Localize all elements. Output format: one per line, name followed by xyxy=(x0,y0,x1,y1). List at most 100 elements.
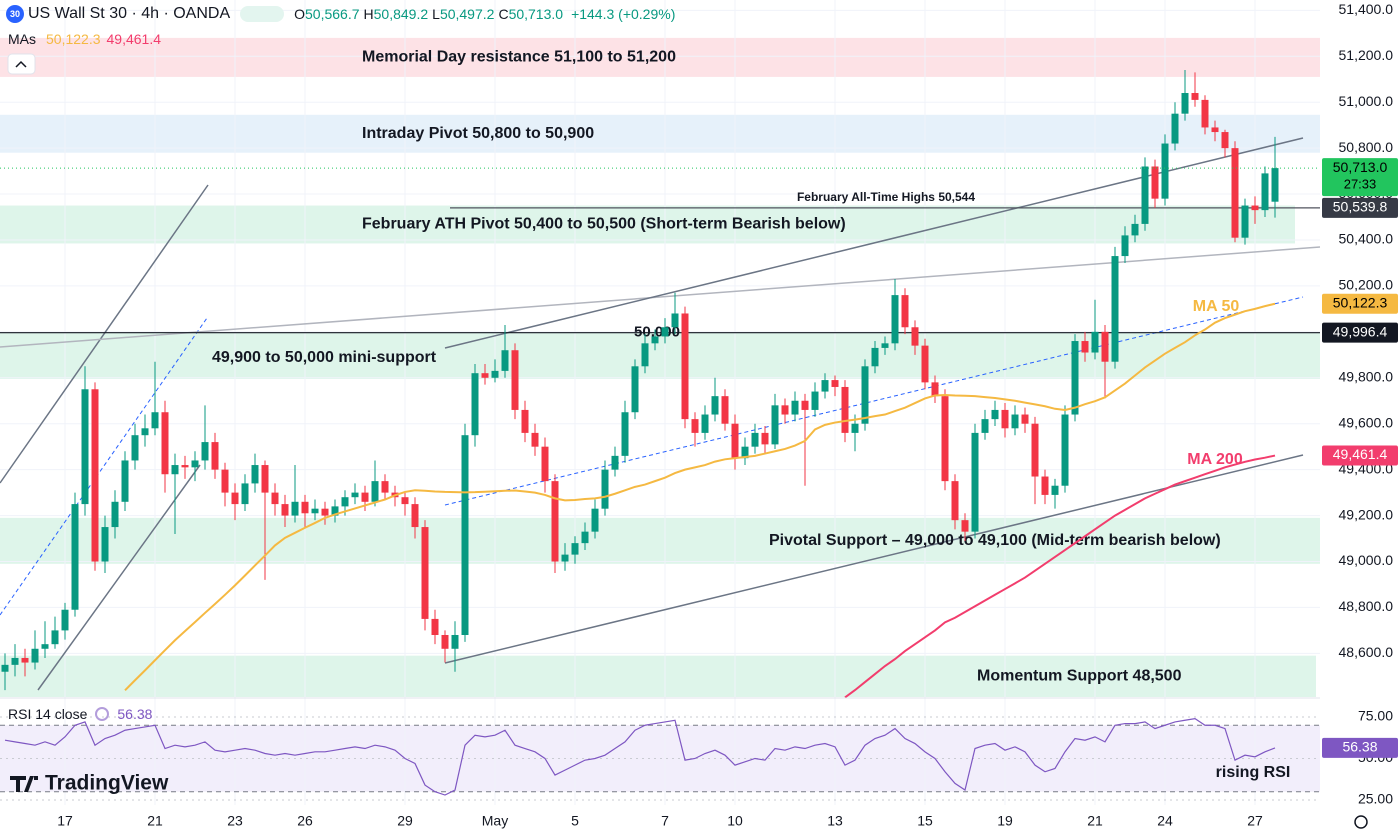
candle-body xyxy=(521,409,529,433)
candle-body xyxy=(381,481,389,493)
candle-body xyxy=(1141,166,1149,224)
candle-body xyxy=(431,618,439,635)
candle-body xyxy=(131,435,139,461)
candle-body xyxy=(761,432,769,445)
ma-legend: MAs 50,122.3 49,461.4 xyxy=(8,31,161,47)
trendline xyxy=(0,317,208,616)
candle-body xyxy=(1001,409,1009,429)
y-tick-label: 49,200.0 xyxy=(1339,506,1394,522)
candle-body xyxy=(1131,223,1139,236)
price-tag xyxy=(1322,322,1398,343)
candle-body xyxy=(881,343,889,348)
price-tag-label: 50,539.8 xyxy=(1333,199,1388,215)
candle-body xyxy=(1271,168,1279,202)
candle-body xyxy=(641,343,649,367)
candle-body xyxy=(141,428,149,436)
price-tag-label: 49,996.4 xyxy=(1333,323,1388,339)
symbol-header: 30 US Wall St 30 · 4h · OANDA O 50,566.7 H… xyxy=(6,5,679,23)
y-tick-label: 49,000.0 xyxy=(1339,552,1394,568)
symbol-icon: 30 xyxy=(6,5,24,23)
candle-body xyxy=(1261,173,1269,211)
trendlines xyxy=(0,137,1321,691)
candle-body xyxy=(91,389,99,562)
moving-average-line xyxy=(124,302,1276,692)
collapse-button[interactable] xyxy=(7,53,36,75)
candle-body xyxy=(451,634,459,649)
candle-body xyxy=(211,442,219,470)
candle-body xyxy=(501,350,509,371)
y-tick-label: 50,800.0 xyxy=(1339,139,1394,155)
market-status[interactable] xyxy=(240,6,285,22)
candle-body xyxy=(891,295,899,344)
price-tag xyxy=(1322,158,1398,197)
logo-mark xyxy=(10,776,38,792)
candle-body xyxy=(701,414,709,433)
trendline xyxy=(444,296,1304,506)
candle-body xyxy=(691,419,699,433)
candle-body xyxy=(671,313,679,328)
candle-body xyxy=(1121,235,1129,257)
candle-body xyxy=(491,370,499,378)
ohlc-value: 50,713.0 xyxy=(508,6,564,22)
candle-body xyxy=(541,446,549,482)
change: +144.3 (+0.29%) xyxy=(571,6,676,22)
candle-body xyxy=(571,543,579,555)
candle-body xyxy=(1221,132,1229,149)
candle-body xyxy=(1151,166,1159,199)
x-tick-label: 15 xyxy=(917,813,933,829)
rsi-legend: RSI 14 close 56.38 xyxy=(8,706,152,722)
candle-body xyxy=(961,520,969,532)
settings-button[interactable] xyxy=(1354,815,1368,829)
candle-body xyxy=(1211,127,1219,133)
candle-body xyxy=(1241,205,1249,238)
candle-body xyxy=(981,419,989,433)
candle-body xyxy=(151,412,159,429)
trendline xyxy=(0,184,209,484)
candle-body xyxy=(1011,414,1019,429)
trendline xyxy=(444,454,1304,664)
candle-body xyxy=(1251,205,1259,211)
candle-body xyxy=(901,295,909,328)
x-tick-label: 7 xyxy=(661,813,669,829)
trendline xyxy=(37,464,201,691)
candle-body xyxy=(931,382,939,397)
candle-body xyxy=(1021,414,1029,424)
candle-body xyxy=(471,373,479,436)
candle-body xyxy=(871,347,879,367)
candle-body xyxy=(1171,113,1179,144)
candle-body xyxy=(781,405,789,415)
candle-body xyxy=(261,465,269,493)
ohlc-key: C xyxy=(498,6,509,22)
rsi-value: 56.38 xyxy=(117,706,153,722)
candle-body xyxy=(631,366,639,413)
candle-body xyxy=(61,609,69,631)
ma-value: 50,122.3 xyxy=(46,31,101,47)
candle-body xyxy=(1181,93,1189,114)
x-tick-label: 21 xyxy=(147,813,163,829)
candle-body xyxy=(1231,148,1239,238)
series-label: MA 50 xyxy=(1193,298,1240,315)
candle-body xyxy=(201,442,209,461)
y-tick-label: 50,200.0 xyxy=(1339,277,1394,293)
candle-body xyxy=(721,396,729,424)
price-tag xyxy=(1322,293,1398,314)
x-tick-label: 23 xyxy=(227,813,243,829)
candle-body xyxy=(811,391,819,410)
symbol-title: US Wall St 30 · 4h · OANDA xyxy=(28,5,231,22)
candle-body xyxy=(841,386,849,433)
ohlc-value: 50,566.7 xyxy=(305,6,360,22)
candle-body xyxy=(711,396,719,415)
y-tick-label: 48,800.0 xyxy=(1339,598,1394,614)
candle-body xyxy=(271,492,279,505)
rsi-tick-label: 75.00 xyxy=(1358,708,1393,724)
candle-body xyxy=(421,527,429,619)
candle-body xyxy=(951,481,959,521)
x-tick-label: 24 xyxy=(1157,813,1173,829)
y-tick-label: 50,400.0 xyxy=(1339,231,1394,247)
candle-body xyxy=(801,400,809,410)
ohlc-key: O xyxy=(294,6,306,22)
x-tick-label: 27 xyxy=(1247,813,1263,829)
candle-body xyxy=(821,380,829,392)
x-tick-label: 19 xyxy=(997,813,1013,829)
